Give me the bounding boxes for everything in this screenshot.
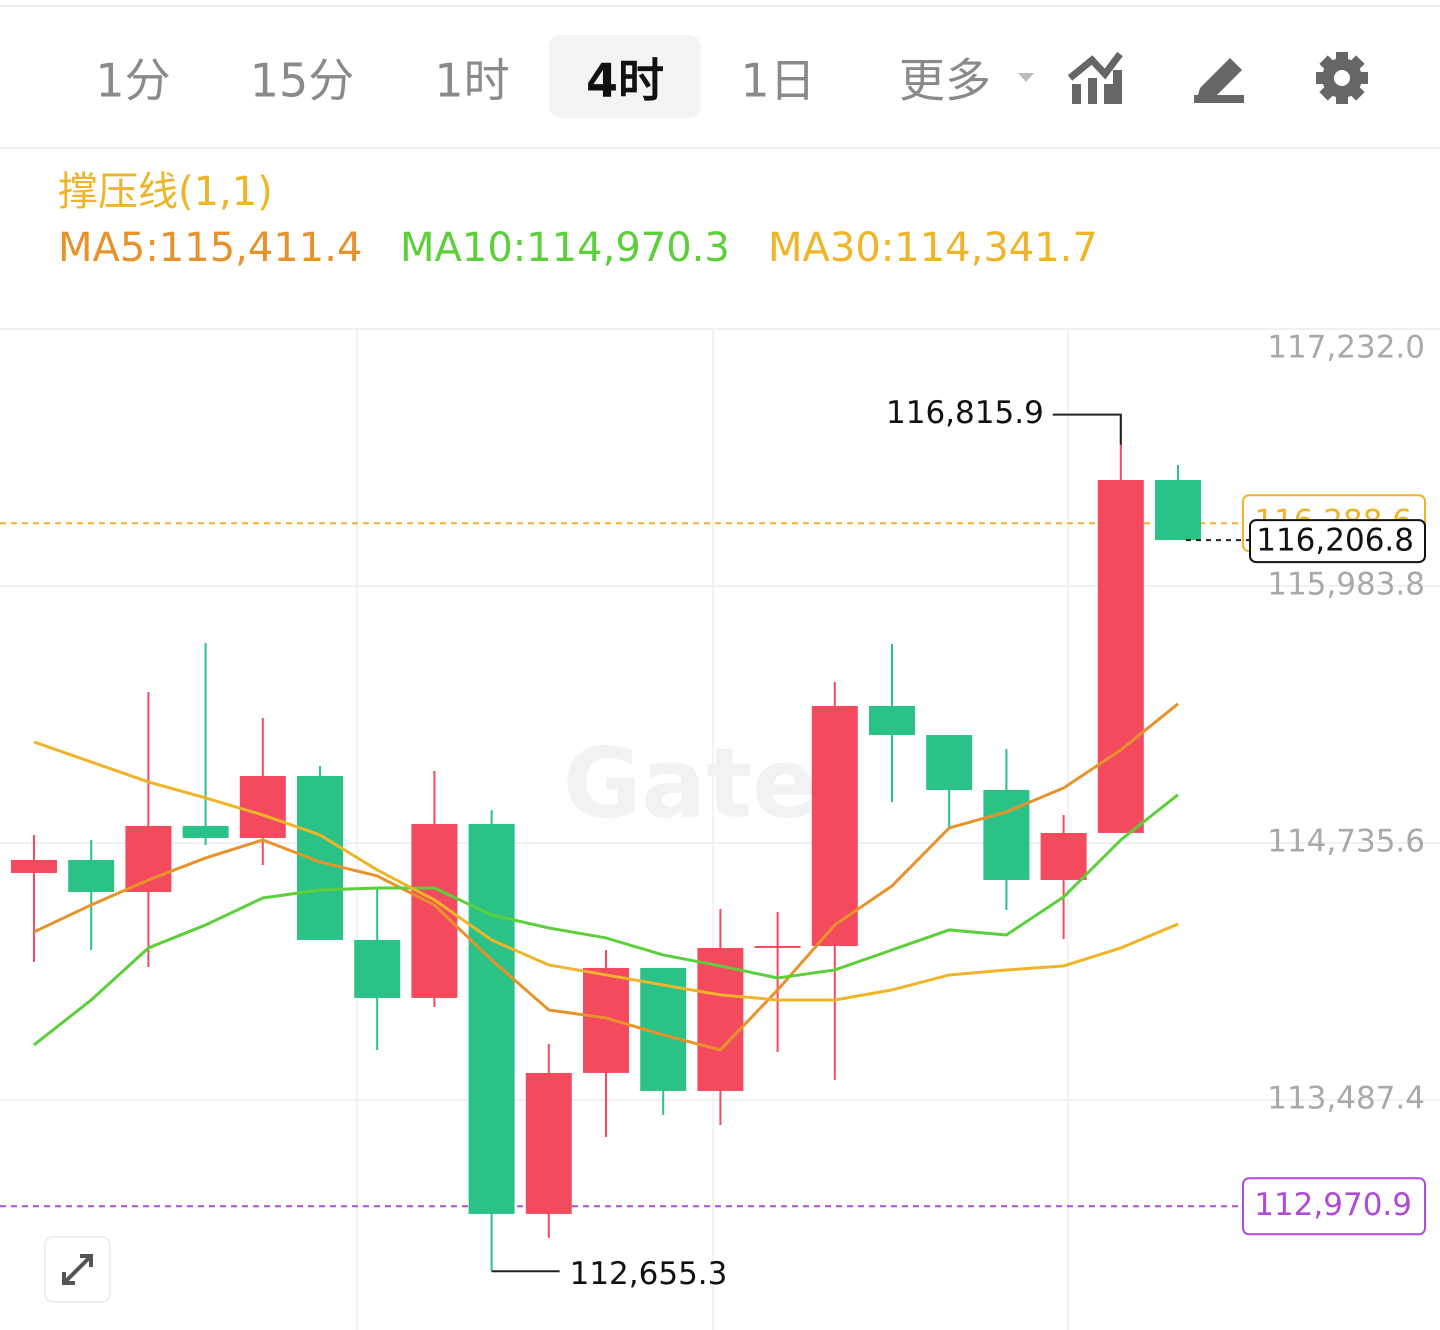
candle-body bbox=[1155, 479, 1201, 541]
candle-body bbox=[525, 1072, 572, 1214]
legend-value: 114,341.7 bbox=[894, 225, 1098, 271]
y-tick-label: 113,487.4 bbox=[1267, 1080, 1425, 1116]
legend-entry: MA30:114,341.7 bbox=[768, 225, 1098, 271]
legend-separator: : bbox=[881, 225, 894, 271]
candle-body bbox=[697, 947, 744, 1091]
expand-button[interactable] bbox=[44, 1236, 111, 1303]
indicator-icon[interactable] bbox=[1067, 51, 1123, 104]
candle-body bbox=[68, 859, 115, 892]
legend-entry: MA5:115,411.4 bbox=[58, 225, 362, 271]
tab[interactable]: 更多 bbox=[899, 54, 991, 108]
active-tab-bg bbox=[549, 35, 701, 118]
legend-name: MA30 bbox=[768, 225, 881, 271]
candle-body bbox=[983, 789, 1030, 880]
draw-icon[interactable] bbox=[1194, 58, 1244, 103]
watermark: Gate bbox=[563, 727, 818, 839]
legend-value: 114,970.3 bbox=[526, 225, 730, 271]
candle-body bbox=[811, 705, 858, 946]
timeframe-tabs: 1分 15分 1时 4时 1日 更多 bbox=[95, 35, 991, 118]
y-tick-label: 114,735.6 bbox=[1267, 823, 1425, 859]
indicator-title: 撑压线(1,1) bbox=[58, 169, 273, 215]
legend: MA5:115,411.4 MA10:114,970.3 MA30:114,341.… bbox=[58, 225, 1098, 271]
legend-separator: : bbox=[513, 225, 526, 271]
ma-line bbox=[33, 702, 1179, 1052]
candle-body bbox=[1040, 832, 1087, 880]
ma-line bbox=[33, 740, 1179, 1002]
candle-body bbox=[125, 825, 172, 892]
candle-body bbox=[11, 859, 57, 873]
price-line-label: 112,970.9 bbox=[1254, 1187, 1412, 1223]
candle-body bbox=[1097, 479, 1144, 833]
legend-name: MA10 bbox=[400, 225, 513, 271]
candle-body bbox=[468, 823, 515, 1214]
tab[interactable]: 15分 bbox=[250, 54, 355, 108]
candle-body bbox=[583, 967, 629, 1073]
candle-body bbox=[869, 705, 915, 735]
candle-body bbox=[926, 734, 973, 790]
candle-body bbox=[754, 945, 801, 948]
price-line-box bbox=[1242, 1177, 1426, 1236]
candle-body bbox=[297, 775, 343, 940]
candle-body bbox=[354, 939, 401, 998]
ma-line bbox=[33, 793, 1179, 1047]
candle-body bbox=[239, 775, 286, 838]
tab[interactable]: 1时 bbox=[434, 54, 509, 108]
min-label: 112,655.3 bbox=[570, 1256, 728, 1292]
y-tick-label: 117,232.0 bbox=[1267, 330, 1425, 366]
tab[interactable]: 4时 bbox=[586, 54, 664, 108]
legend-separator: : bbox=[145, 225, 158, 271]
y-tick-label: 115,983.8 bbox=[1267, 566, 1425, 602]
tab[interactable]: 1日 bbox=[740, 54, 815, 108]
more-caret[interactable] bbox=[1018, 73, 1034, 82]
current-price-box bbox=[1249, 519, 1426, 564]
settings-icon[interactable] bbox=[1316, 52, 1368, 104]
plot: 117,232.0 115,983.8 114,735.6 113,487.4 116,… bbox=[0, 328, 1440, 1292]
legend-value: 115,411.4 bbox=[159, 225, 363, 271]
legend-name: MA5 bbox=[58, 225, 145, 271]
max-leader bbox=[1052, 413, 1122, 445]
tab[interactable]: 1分 bbox=[95, 54, 170, 108]
candle-body bbox=[182, 825, 229, 838]
current-price-label: 116,206.8 bbox=[1256, 523, 1414, 559]
max-label: 116,815.9 bbox=[886, 395, 1044, 431]
legend-entry: MA10:114,970.3 bbox=[400, 225, 730, 271]
